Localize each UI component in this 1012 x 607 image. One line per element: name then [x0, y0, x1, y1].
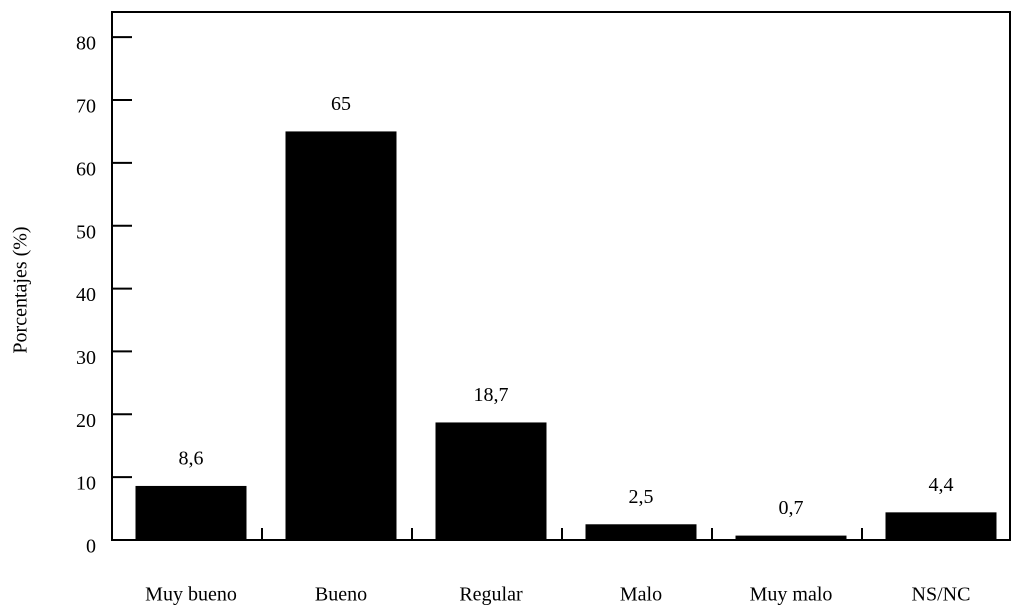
data-label: 18,7 [474, 384, 509, 406]
bar [885, 512, 997, 540]
data-label: 8,6 [179, 448, 204, 470]
bar [285, 131, 397, 540]
x-tick-label: Malo [620, 584, 662, 606]
y-tick-label: 0 [86, 536, 96, 558]
bar [135, 485, 247, 540]
x-tick-label: NS/NC [912, 584, 971, 606]
y-tick-label: 60 [76, 158, 96, 180]
x-tick-label: Bueno [315, 584, 367, 606]
plot-frame [111, 11, 1011, 541]
y-tick-label: 50 [76, 221, 96, 243]
data-label: 65 [331, 93, 351, 115]
y-tick-label: 20 [76, 410, 96, 432]
bar [735, 535, 847, 540]
data-label: 2,5 [629, 486, 654, 508]
data-label: 4,4 [929, 474, 954, 496]
data-label: 0,7 [779, 497, 804, 519]
y-tick-label: 70 [76, 96, 96, 118]
bar [435, 422, 547, 540]
bar [585, 524, 697, 540]
x-tick-label: Regular [459, 584, 523, 606]
y-axis-label: Porcentajes (%) [10, 226, 32, 353]
y-tick-label: 30 [76, 347, 96, 369]
x-tick-label: Muy malo [750, 584, 833, 606]
y-tick-label: 10 [76, 473, 96, 495]
y-tick-label: 80 [76, 33, 96, 55]
y-tick-label: 40 [76, 284, 96, 306]
x-tick-label: Muy bueno [145, 584, 237, 606]
